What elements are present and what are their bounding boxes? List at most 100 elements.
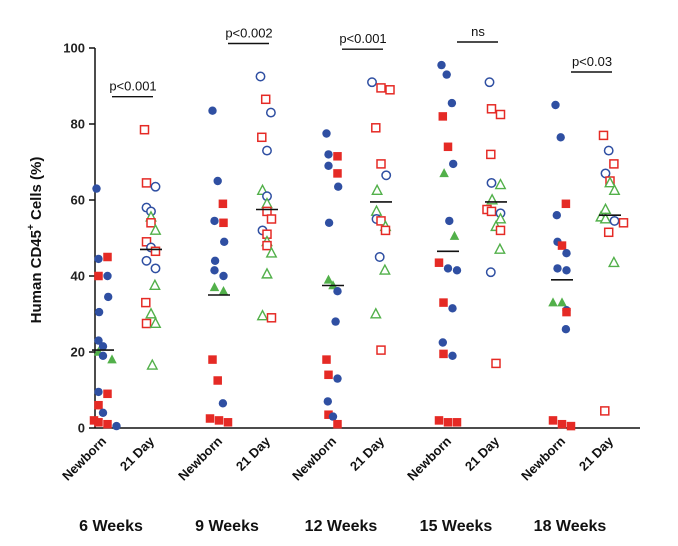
data-point-red-square bbox=[141, 178, 152, 188]
data-point-red-square bbox=[376, 159, 386, 169]
data-point-red-square bbox=[324, 370, 333, 380]
data-point-blue-circle bbox=[556, 133, 565, 142]
data-point-green-triangle bbox=[218, 285, 229, 295]
data-point-red-square bbox=[266, 313, 277, 323]
data-point-red-square bbox=[452, 418, 462, 427]
significance-annotations: p<0.001 p<0.002 p<0.001 ns p<0.03 bbox=[109, 24, 612, 98]
data-point-blue-circle bbox=[448, 351, 457, 360]
data-point-red-square bbox=[438, 112, 448, 121]
y-tick-label: 100 bbox=[63, 41, 85, 56]
data-point-green-triangle bbox=[209, 282, 220, 292]
data-point-red-square bbox=[219, 218, 228, 228]
data-point-red-square bbox=[443, 142, 453, 152]
data-point-red-square bbox=[213, 376, 222, 385]
y-axis-title: Human CD45+ Cells (%) bbox=[26, 157, 45, 324]
data-point-blue-circle bbox=[150, 181, 161, 192]
data-point-red-square bbox=[94, 400, 103, 410]
data-point-green-triangle bbox=[261, 267, 273, 279]
data-point-red-square bbox=[385, 85, 395, 95]
data-point-blue-circle bbox=[103, 271, 112, 281]
data-point-blue-circle bbox=[262, 145, 272, 156]
data-point-red-square bbox=[322, 355, 331, 364]
data-point-blue-circle bbox=[448, 304, 457, 313]
data-point-green-triangle bbox=[146, 358, 159, 370]
data-point-red-square bbox=[562, 307, 571, 317]
data-point-blue-circle bbox=[447, 98, 457, 108]
data-point-green-triangle bbox=[265, 246, 278, 258]
data-point-blue-circle bbox=[553, 264, 562, 273]
data-point-red-square bbox=[333, 169, 342, 178]
data-point-red-square bbox=[205, 414, 215, 423]
x-category-label: Newborn bbox=[289, 433, 339, 483]
data-point-green-triangle bbox=[439, 168, 449, 178]
data-point-red-square bbox=[260, 94, 271, 105]
data-point-red-square bbox=[557, 419, 567, 429]
data-point-red-square bbox=[103, 389, 112, 399]
data-point-red-square bbox=[141, 318, 152, 329]
data-point-blue-circle bbox=[218, 399, 228, 408]
group-label: 9 Weeks bbox=[195, 518, 259, 535]
data-point-red-square bbox=[618, 218, 629, 228]
data-point-green-triangle bbox=[493, 242, 506, 254]
x-category-label: 21 Day bbox=[462, 433, 503, 474]
data-point-red-square bbox=[89, 416, 99, 425]
data-point-blue-circle bbox=[98, 351, 108, 360]
data-point-green-triangle bbox=[494, 178, 507, 190]
data-point-blue-circle bbox=[208, 106, 217, 115]
data-point-red-square bbox=[548, 416, 558, 425]
data-point-green-triangle bbox=[256, 309, 269, 321]
data-point-green-triangle bbox=[145, 307, 157, 319]
data-point-green-triangle bbox=[608, 183, 621, 195]
x-category-label: 21 Day bbox=[117, 433, 158, 474]
data-point-red-square bbox=[333, 419, 342, 429]
data-point-red-square bbox=[603, 227, 614, 238]
data-point-green-triangle bbox=[149, 223, 162, 235]
data-point-green-triangle bbox=[548, 297, 558, 307]
data-point-green-triangle bbox=[494, 212, 507, 224]
data-point-blue-circle bbox=[324, 218, 334, 227]
data-point-green-triangle bbox=[449, 230, 460, 240]
data-point-green-triangle bbox=[323, 274, 334, 284]
data-point-red-square bbox=[598, 130, 609, 141]
x-axis-group-labels: 6 Weeks 9 Weeks 12 Weeks 15 Weeks 18 Weeks bbox=[79, 518, 606, 535]
data-point-green-triangle bbox=[149, 316, 162, 328]
data-point-red-square bbox=[376, 83, 386, 93]
data-point-blue-circle bbox=[443, 264, 453, 273]
data-point-green-triangle bbox=[107, 354, 117, 364]
data-point-green-triangle bbox=[148, 278, 161, 290]
data-point-green-triangle bbox=[607, 255, 620, 268]
data-point-blue-circle bbox=[94, 254, 103, 264]
data-point-blue-circle bbox=[333, 287, 342, 296]
data-point-red-square bbox=[262, 240, 272, 251]
data-point-red-square bbox=[257, 132, 267, 143]
median-lines bbox=[92, 201, 621, 351]
data-point-red-square bbox=[486, 206, 497, 217]
data-point-red-square bbox=[557, 241, 567, 250]
data-point-red-square bbox=[495, 225, 506, 236]
data-point-red-square bbox=[214, 416, 224, 425]
x-axis-category-labels: Newborn 21 Day Newborn 21 Day Newborn 21 Day N… bbox=[59, 433, 616, 483]
data-point-green-triangle bbox=[599, 202, 612, 214]
data-point-blue-circle bbox=[213, 176, 222, 186]
data-point-red-square bbox=[266, 214, 277, 224]
data-point-green-triangle bbox=[261, 197, 273, 209]
data-point-blue-circle bbox=[219, 271, 228, 281]
data-point-red-square bbox=[103, 252, 112, 262]
data-point-red-square bbox=[262, 206, 272, 217]
x-category-label: Newborn bbox=[404, 433, 454, 483]
data-point-blue-circle bbox=[485, 267, 496, 278]
x-category-label: 21 Day bbox=[576, 433, 617, 474]
data-point-red-square bbox=[94, 271, 103, 281]
data-point-blue-circle bbox=[255, 71, 266, 82]
data-point-red-square bbox=[139, 124, 150, 135]
data-point-blue-circle bbox=[94, 387, 103, 397]
data-point-red-square bbox=[94, 418, 103, 427]
data-point-blue-circle bbox=[141, 255, 152, 266]
data-point-blue-circle bbox=[561, 325, 571, 334]
data-point-red-square bbox=[141, 297, 151, 308]
data-point-blue-circle bbox=[150, 263, 161, 274]
significance-label: p<0.002 bbox=[225, 26, 272, 41]
x-category-label: Newborn bbox=[518, 433, 568, 483]
data-point-red-square bbox=[439, 349, 448, 359]
